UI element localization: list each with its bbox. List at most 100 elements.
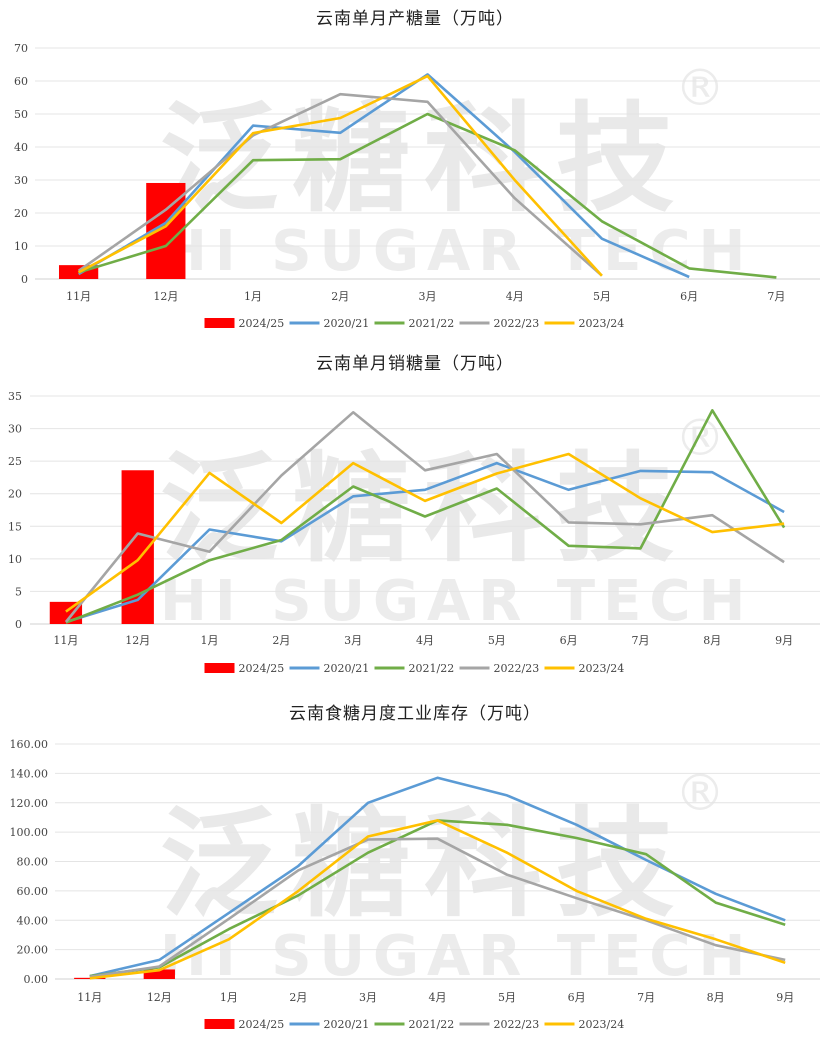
line-2022-23	[89, 837, 786, 979]
x-tick-label: 7月	[767, 290, 785, 303]
x-tick-label: 1月	[220, 991, 238, 1004]
legend-label: 2023/24	[579, 317, 625, 330]
x-tick-label: 1月	[244, 290, 262, 303]
line-2023-24	[65, 452, 785, 613]
y-tick-label: 60	[14, 75, 28, 88]
x-tick-label: 1月	[201, 634, 219, 647]
legend: 2024/25 2020/21 2021/22 2022/23 2023/24	[204, 1018, 625, 1031]
y-tick-label: 40	[14, 141, 28, 154]
x-tick-label: 4月	[506, 290, 524, 303]
y-tick-label: 10	[8, 553, 22, 566]
y-tick-label: 60.00	[17, 885, 49, 898]
watermark-en: HI SUGAR TECH	[160, 569, 753, 634]
y-tick-label: 20.00	[17, 944, 49, 957]
legend-label: 2021/22	[409, 317, 455, 330]
inventory-chart: 泛糖科技 HI SUGAR TECH ® 云南食糖月度工业库存（万吨） 0.00 20.0…	[0, 690, 830, 1038]
watermark-registered: ®	[675, 764, 725, 822]
legend-label: 2022/23	[494, 1018, 540, 1031]
legend-swatch-bar	[204, 1019, 235, 1029]
y-tick-label: 140.00	[10, 767, 49, 780]
watermark-en: HI SUGAR TECH	[160, 924, 753, 989]
y-tick-label: 0	[21, 273, 28, 286]
x-tick-label: 12月	[153, 290, 178, 303]
chart-title: 云南单月销糖量（万吨）	[316, 354, 514, 374]
x-tick-label: 8月	[707, 991, 725, 1004]
legend: 2024/25 2020/21 2021/22 2022/23 2023/24	[204, 662, 625, 675]
legend: 2024/25 2020/21 2021/22 2022/23 2023/24	[204, 317, 625, 330]
legend-swatch-bar	[204, 663, 235, 673]
x-tick-label: 8月	[703, 634, 721, 647]
y-tick-label: 20	[8, 488, 22, 501]
legend-label: 2023/24	[579, 662, 625, 675]
x-tick-label: 4月	[416, 634, 434, 647]
x-tick-label: 9月	[775, 634, 793, 647]
x-tick-label: 5月	[488, 634, 506, 647]
legend-label: 2024/25	[239, 662, 285, 675]
x-tick-label: 2月	[272, 634, 290, 647]
line-2022-23	[64, 411, 785, 623]
y-tick-label: 5	[15, 585, 22, 598]
y-tick-label: 30	[8, 423, 22, 436]
x-tick-label: 6月	[560, 634, 578, 647]
legend-label: 2022/23	[494, 662, 540, 675]
x-tick-label: 9月	[776, 991, 794, 1004]
y-tick-label: 120.00	[10, 797, 49, 810]
legend-label: 2023/24	[579, 1018, 625, 1031]
watermark-en: HI SUGAR TECH	[160, 219, 753, 284]
legend-label: 2024/25	[239, 1018, 285, 1031]
x-tick-label: 6月	[680, 290, 698, 303]
line-2021-22	[65, 409, 786, 624]
x-tick-label: 2月	[289, 991, 307, 1004]
line-2020-21	[65, 461, 785, 624]
legend-label: 2022/23	[494, 317, 540, 330]
legend-label: 2020/21	[324, 317, 370, 330]
x-tick-label: 5月	[498, 991, 516, 1004]
y-tick-label: 100.00	[10, 826, 49, 839]
x-tick-label: 7月	[637, 991, 655, 1004]
line-2023-24	[77, 74, 603, 277]
y-tick-label: 40.00	[17, 914, 49, 927]
y-tick-label: 80.00	[17, 856, 49, 869]
y-tick-label: 15	[8, 520, 22, 533]
legend-label: 2020/21	[324, 662, 370, 675]
x-tick-label: 3月	[344, 634, 362, 647]
y-tick-label: 0.00	[24, 973, 49, 986]
y-tick-label: 25	[8, 455, 22, 468]
sales-chart: 泛糖科技 HI SUGAR TECH ® 云南单月销糖量（万吨） 0 5 10 15 20 25 3…	[0, 345, 830, 690]
x-tick-label: 3月	[359, 991, 377, 1004]
chart-title: 云南食糖月度工业库存（万吨）	[289, 704, 541, 724]
watermark-registered: ®	[675, 59, 725, 117]
x-tick-label: 11月	[77, 991, 102, 1004]
line-2023-24	[89, 819, 786, 980]
y-tick-label: 35	[8, 390, 22, 403]
chart-title: 云南单月产糖量（万吨）	[316, 9, 514, 29]
line-2020-21	[77, 73, 690, 279]
line-2021-22	[78, 112, 777, 279]
x-tick-label: 3月	[419, 290, 437, 303]
line-2022-23	[77, 92, 603, 277]
y-tick-label: 50	[14, 108, 28, 121]
y-tick-label: 30	[14, 174, 28, 187]
x-tick-label: 4月	[429, 991, 447, 1004]
x-tick-label: 12月	[125, 634, 150, 647]
legend-label: 2020/21	[324, 1018, 370, 1031]
production-chart: 泛糖科技 HI SUGAR TECH ® 云南单月产糖量（万吨） 0 10 20 30 40 50…	[0, 0, 830, 345]
bar-2024-25	[74, 977, 106, 979]
legend-swatch-bar	[204, 318, 235, 328]
y-tick-label: 10	[14, 240, 28, 253]
y-tick-label: 20	[14, 207, 28, 220]
x-tick-label: 12月	[147, 991, 172, 1004]
x-tick-label: 11月	[53, 634, 78, 647]
bar-2024-25	[143, 969, 175, 979]
y-tick-label: 70	[14, 42, 28, 55]
legend-label: 2021/22	[409, 1018, 455, 1031]
y-tick-label: 160.00	[10, 738, 49, 751]
x-tick-label: 2月	[331, 290, 349, 303]
legend-label: 2021/22	[409, 662, 455, 675]
y-tick-label: 0	[15, 618, 22, 631]
